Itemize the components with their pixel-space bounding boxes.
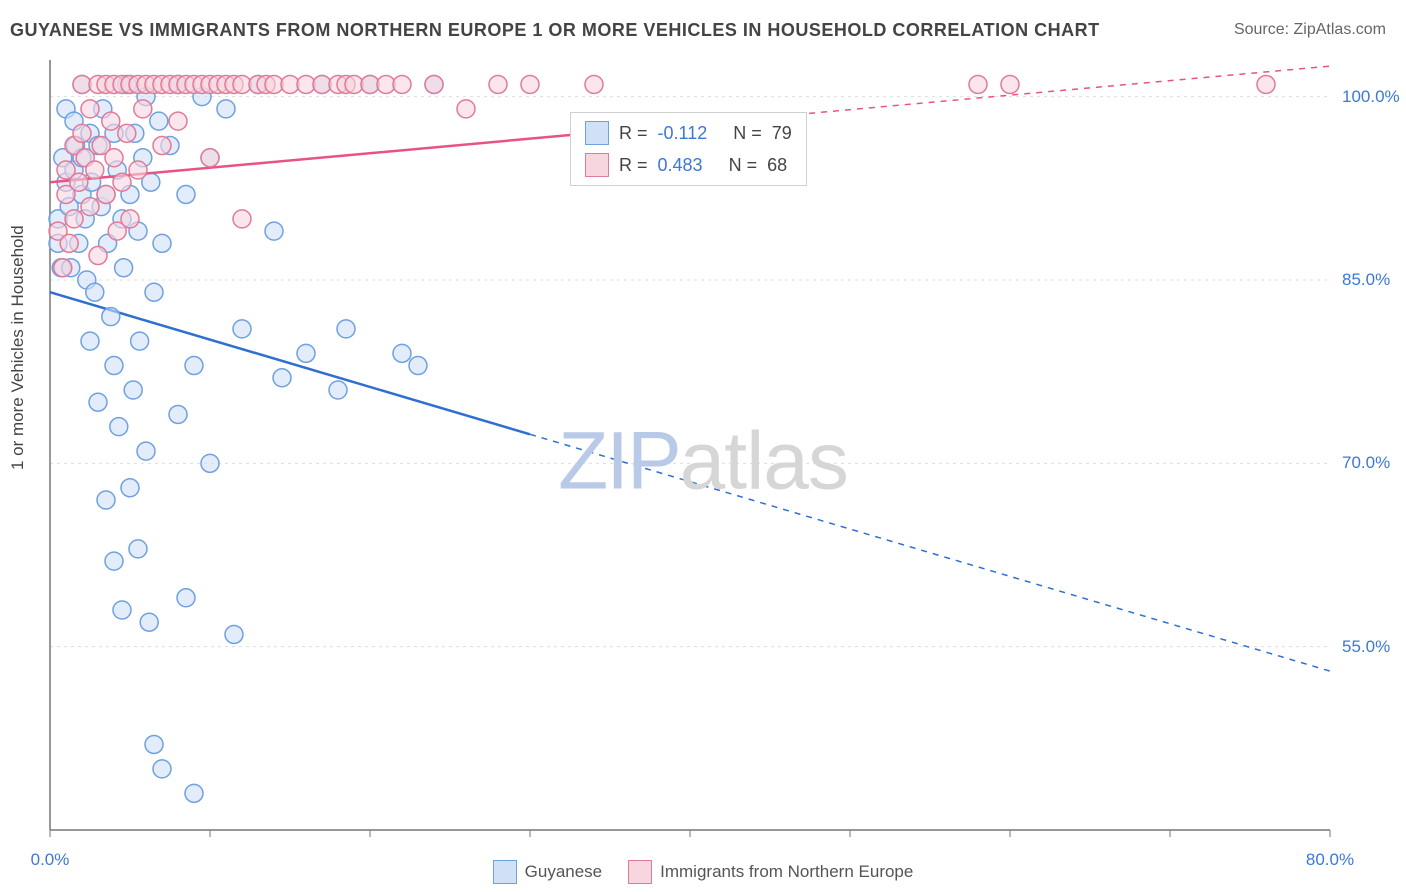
legend-item: Guyanese — [493, 860, 603, 884]
source-attribution: Source: ZipAtlas.com — [1234, 21, 1386, 39]
legend-item: Immigrants from Northern Europe — [628, 860, 913, 884]
chart-title: GUYANESE VS IMMIGRANTS FROM NORTHERN EUR… — [10, 20, 1100, 41]
legend-row: R = 0.483 N = 68 — [571, 149, 806, 181]
source-link[interactable]: ZipAtlas.com — [1294, 21, 1386, 38]
legend-r-label: R = — [619, 123, 648, 144]
source-prefix: Source: — [1234, 21, 1294, 38]
series-legend: Guyanese Immigrants from Northern Europe — [0, 860, 1406, 884]
chart-container: 1 or more Vehicles in Household ZIPatlas… — [0, 50, 1406, 892]
correlation-legend: R = -0.112 N = 79 R = 0.483 N = 68 — [570, 112, 807, 186]
legend-n-label: N = — [733, 123, 762, 144]
legend-n-value: 68 — [767, 155, 787, 176]
legend-series-name: Guyanese — [525, 862, 603, 882]
legend-r-value: -0.112 — [658, 123, 708, 144]
legend-swatch — [585, 153, 609, 177]
legend-swatch — [628, 860, 652, 884]
legend-n-label: N = — [729, 155, 758, 176]
legend-r-value: 0.483 — [658, 155, 703, 176]
y-axis-label: 1 or more Vehicles in Household — [8, 225, 28, 470]
legend-series-name: Immigrants from Northern Europe — [660, 862, 913, 882]
y-tick-label: 85.0% — [1342, 270, 1390, 290]
y-tick-label: 100.0% — [1342, 87, 1400, 107]
y-tick-label: 70.0% — [1342, 453, 1390, 473]
x-tick-label: 0.0% — [31, 850, 70, 870]
legend-row: R = -0.112 N = 79 — [571, 117, 806, 149]
y-tick-label: 55.0% — [1342, 637, 1390, 657]
x-tick-label: 80.0% — [1306, 850, 1354, 870]
legend-swatch — [585, 121, 609, 145]
legend-r-label: R = — [619, 155, 648, 176]
legend-swatch — [493, 860, 517, 884]
legend-n-value: 79 — [772, 123, 792, 144]
